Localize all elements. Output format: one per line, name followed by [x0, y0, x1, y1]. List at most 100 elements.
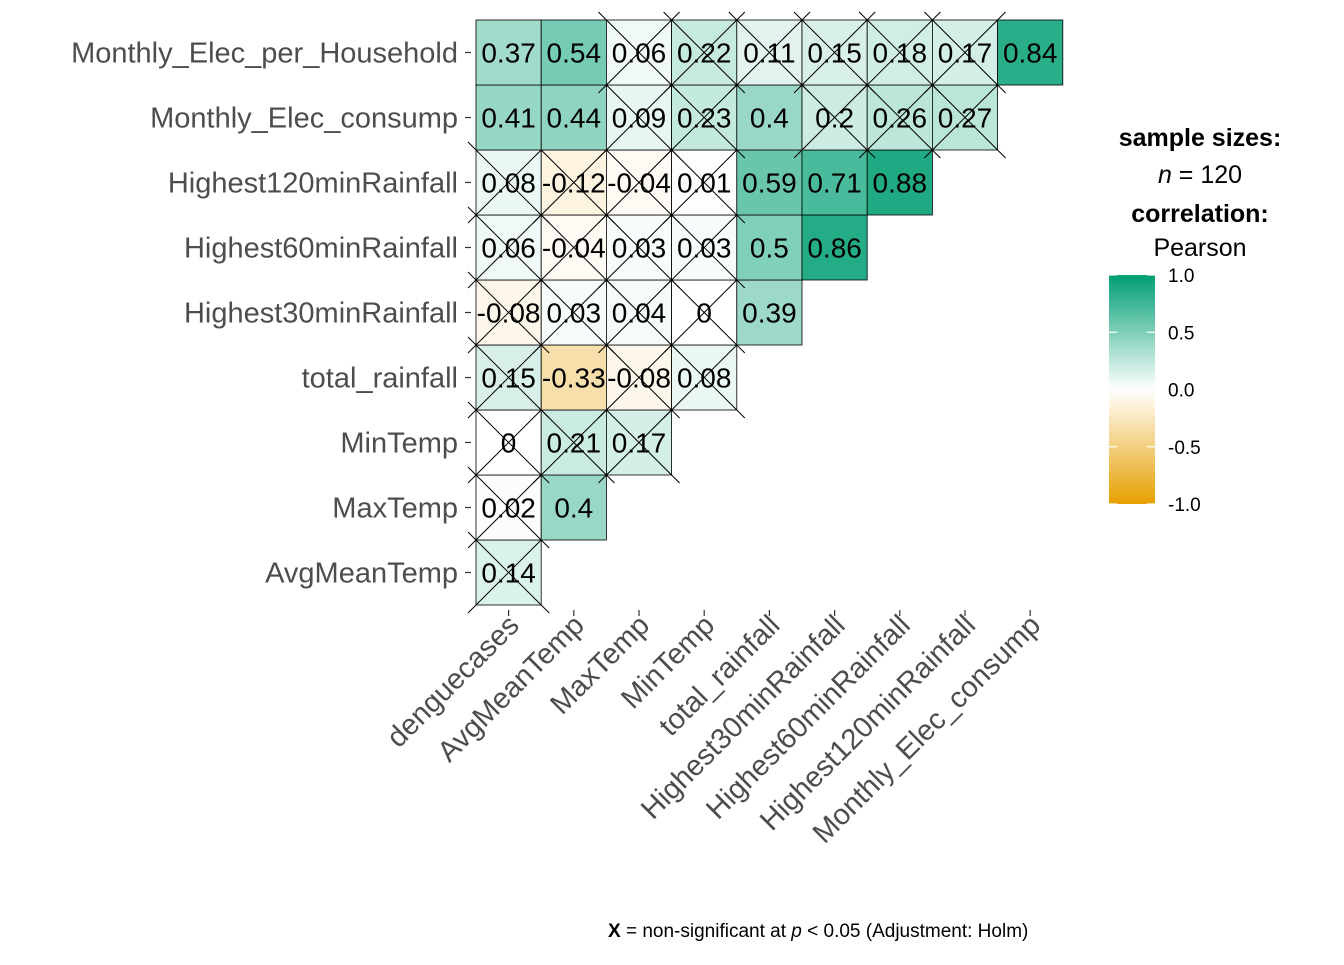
cell-value-label: 0.39 — [742, 298, 797, 329]
heatmap-cell: 0.22 — [663, 11, 746, 94]
caption-marker: X — [608, 921, 621, 942]
cell-value-label: 0.4 — [750, 103, 789, 134]
cell-value-label: 0.41 — [481, 103, 536, 134]
heatmap-cell: -0.08 — [598, 336, 680, 419]
heatmap-cell: 0.26 — [858, 76, 941, 159]
heatmap-cell: 0.54 — [540, 19, 607, 86]
nonsignificant-cross-line — [467, 401, 550, 484]
caption-text-2: < 0.05 (Adjustment: Holm) — [801, 921, 1029, 942]
heatmap-cell: 0.04 — [598, 271, 680, 354]
nonsignificant-cross-line — [793, 11, 876, 94]
heatmap-cell: 0.06 — [467, 206, 550, 289]
heatmap-cell: -0.08 — [467, 271, 550, 354]
cell-value-label: 0.37 — [481, 38, 536, 69]
cell-value-label: -0.33 — [542, 363, 606, 394]
cell-rect — [801, 214, 868, 281]
cell-rect — [866, 149, 933, 216]
heatmap-cell: -0.04 — [598, 141, 680, 224]
y-tick-label: Monthly_Elec_consump — [150, 103, 458, 135]
legend-sample-size: n = 120 — [1158, 161, 1242, 189]
cell-rect — [736, 279, 803, 346]
legend-tick-label: -1.0 — [1168, 495, 1201, 516]
y-tick-label: Highest120minRainfall — [168, 168, 458, 200]
cell-rect — [736, 149, 803, 216]
cell-rect — [540, 474, 607, 541]
heatmap-cell: 0.17 — [924, 11, 1006, 94]
nonsignificant-cross-line — [858, 11, 941, 94]
heatmap-cell: 0.2 — [793, 76, 876, 159]
legend-tick-label: -0.5 — [1168, 438, 1201, 459]
caption-p-symbol: p — [791, 921, 802, 942]
y-tick-label: Highest60minRainfall — [184, 233, 458, 265]
cell-rect — [475, 19, 542, 86]
legend-tick-label: 0.0 — [1168, 381, 1194, 402]
y-tick-label: MaxTemp — [332, 493, 458, 525]
cell-rect — [540, 84, 607, 151]
heatmap-cell: 0.4 — [540, 474, 607, 541]
cell-value-label: 0.84 — [1003, 38, 1058, 69]
cell-value-label: 0.4 — [554, 493, 593, 524]
significance-caption: X = non-significant at p < 0.05 (Adjustm… — [608, 921, 1028, 943]
heatmap-cell: 0.15 — [467, 336, 550, 419]
cell-rect — [540, 344, 607, 411]
heatmap-cell: 0.59 — [736, 149, 803, 216]
heatmap-cell: 0.06 — [598, 11, 680, 94]
y-tick-label: Monthly_Elec_per_Household — [71, 38, 458, 70]
nonsignificant-cross-line — [467, 531, 550, 614]
cell-value-label: 0.59 — [742, 168, 797, 199]
legend-method: Pearson — [1153, 234, 1246, 262]
heatmap-cell: 0.37 — [475, 19, 542, 86]
cell-value-label: 0.54 — [547, 38, 602, 69]
nonsignificant-cross-line — [728, 11, 811, 94]
nonsignificant-cross-line — [663, 271, 746, 354]
heatmap-cell: -0.33 — [540, 344, 607, 411]
y-tick-label: Highest30minRainfall — [184, 298, 458, 330]
nonsignificant-cross-line — [663, 336, 746, 419]
y-tick-label: MinTemp — [340, 428, 458, 460]
heatmap-cell: 0.01 — [663, 141, 746, 224]
legend: sample sizes: n = 120 correlation: Pearson 1… — [1109, 124, 1281, 516]
heatmap-cell: 0.15 — [793, 11, 876, 94]
heatmap-cell: 0 — [467, 401, 550, 484]
heatmap-cell: 0.84 — [997, 19, 1064, 86]
heatmap-cell: 0.44 — [540, 84, 607, 151]
legend-sample-title: sample sizes: — [1119, 124, 1282, 152]
nonsignificant-cross-line — [598, 11, 680, 94]
heatmap-cell: 0.09 — [598, 76, 680, 159]
heatmap-cell: 0.41 — [475, 84, 542, 151]
heatmap-cell: 0.08 — [663, 336, 746, 419]
heatmap-cell: 0.11 — [728, 11, 811, 94]
heatmap-cell: 0 — [663, 271, 746, 354]
heatmap-cell: -0.12 — [532, 141, 615, 224]
heatmap-cell: 0.4 — [736, 84, 803, 151]
nonsignificant-cross-line — [924, 11, 1006, 94]
heatmap-cell: 0.08 — [467, 141, 550, 224]
legend-tick-label: 0.5 — [1168, 323, 1194, 344]
cell-value-label: 0.86 — [807, 233, 862, 264]
x-axis: denguecasesAvgMeanTempMaxTempMinTemptota… — [381, 609, 1047, 849]
heatmap-cell: 0.86 — [801, 214, 868, 281]
nonsignificant-cross-line — [467, 141, 550, 224]
caption-text-1: = non-significant at — [620, 921, 792, 942]
cell-value-label: 0.44 — [547, 103, 602, 134]
heatmap-cell: -0.04 — [532, 206, 615, 289]
heatmap-cell: 0.03 — [663, 206, 746, 289]
heatmap-cell: 0.21 — [532, 401, 615, 484]
legend-tick-label: 1.0 — [1168, 266, 1194, 287]
heatmap-cell: 0.23 — [663, 76, 746, 159]
nonsignificant-cross-line — [663, 11, 746, 94]
cell-rect — [997, 19, 1064, 86]
heatmap-cell: 0.17 — [598, 401, 680, 484]
nonsignificant-cross-line — [924, 76, 1006, 159]
nonsignificant-cross-line — [663, 206, 746, 289]
heatmap-cell: 0.5 — [736, 214, 803, 281]
heatmap-cells: 0.140.020.400.210.170.15-0.33-0.080.08-0… — [467, 11, 1064, 614]
y-tick-label: total_rainfall — [302, 363, 458, 395]
y-axis: AvgMeanTemp MaxTemp MinTemp total_rainfall H… — [71, 38, 471, 590]
heatmap-cell: 0.14 — [467, 531, 550, 614]
heatmap-cell: 0.88 — [866, 149, 933, 216]
cell-value-label: 0.5 — [750, 233, 789, 264]
heatmap-cell: 0.02 — [467, 466, 550, 549]
